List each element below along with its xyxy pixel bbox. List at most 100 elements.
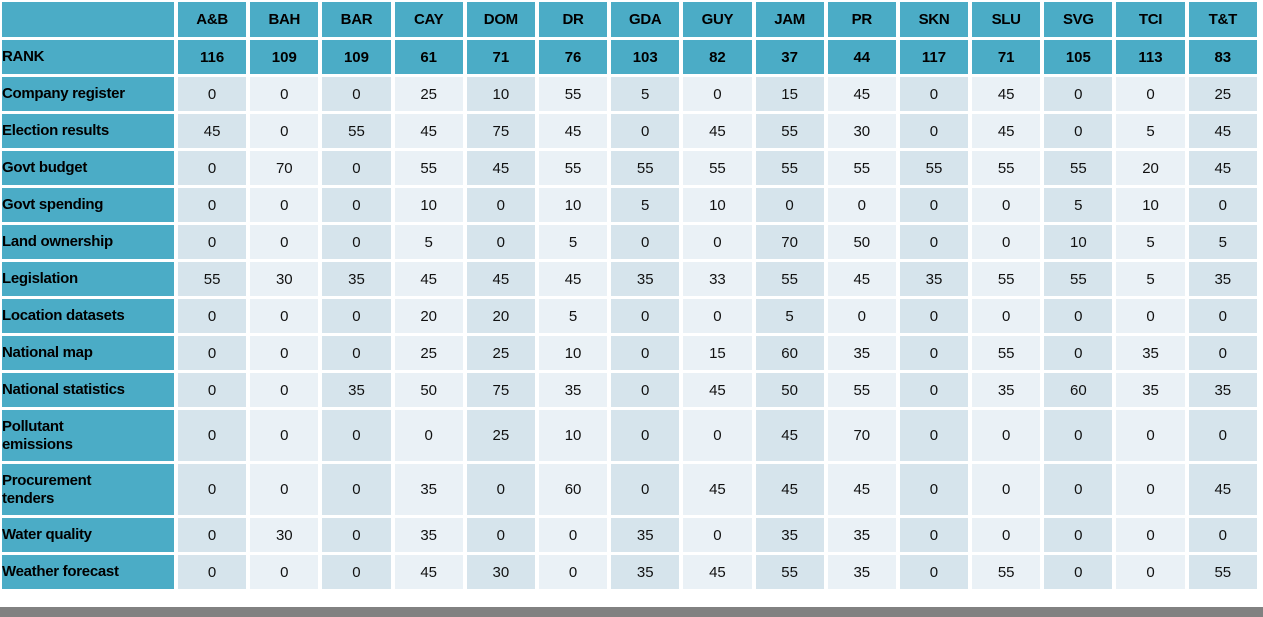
value-cell: 0 [1188,410,1257,461]
rank-value-cell: 113 [1116,40,1185,74]
value-cell: 25 [1188,77,1257,111]
value-cell: 0 [1044,555,1113,589]
value-cell: 0 [250,299,319,333]
column-header: SVG [1044,2,1113,37]
value-cell: 35 [322,373,391,407]
rank-row-label: RANK [2,40,174,74]
value-cell: 75 [466,373,535,407]
row-label-text: Water quality [2,526,92,543]
value-cell: 45 [538,262,608,296]
table-row: Land ownership 0 0 0 5 0 5 0 0 70 50 0 0 10 5 5 [2,225,1257,259]
column-header: CAY [394,2,463,37]
value-cell: 0 [899,336,969,370]
value-cell: 0 [972,410,1041,461]
column-header: A&B [178,2,247,37]
value-cell: 45 [683,464,752,515]
column-header: BAR [322,2,391,37]
value-cell: 30 [466,555,535,589]
column-header: DOM [466,2,535,37]
value-cell: 55 [538,151,608,185]
value-cell: 70 [250,151,319,185]
value-cell: 35 [611,262,680,296]
value-cell: 60 [755,336,824,370]
value-cell: 0 [1188,188,1257,222]
row-label: Location datasets [2,299,174,333]
value-cell: 0 [899,188,969,222]
row-label: Govt spending [2,188,174,222]
value-cell: 0 [1044,114,1113,148]
table-row: Weather forecast 0 0 0 45 30 0 35 45 55 35 0 55 0 0 55 [2,555,1257,589]
value-cell: 0 [827,188,896,222]
value-cell: 0 [611,299,680,333]
value-cell: 0 [250,114,319,148]
value-cell: 5 [1044,188,1113,222]
rank-value-cell: 37 [755,40,824,74]
value-cell: 5 [1116,225,1185,259]
value-cell: 0 [466,188,535,222]
value-cell: 55 [899,151,969,185]
value-cell: 5 [611,188,680,222]
table-row: Legislation 55 30 35 45 45 45 35 33 55 45 35 55 55 5 35 [2,262,1257,296]
table-head: A&B BAH BAR CAY DOM DR GDA GUY JAM PR SKN SLU SVG TCI… [2,2,1257,37]
row-label-text: Govt spending [2,196,104,213]
value-cell: 30 [250,262,319,296]
value-cell: 25 [466,336,535,370]
table-row: Procurement tenders 0 0 0 35 0 60 0 45 45 45 0 0 0 0 45 [2,464,1257,515]
column-header: BAH [250,2,319,37]
value-cell: 10 [538,410,608,461]
value-cell: 0 [322,464,391,515]
column-header: T&T [1188,2,1257,37]
column-header: GDA [611,2,680,37]
value-cell: 45 [1188,114,1257,148]
value-cell: 55 [611,151,680,185]
value-cell: 35 [394,518,463,552]
value-cell: 0 [250,410,319,461]
value-cell: 10 [538,188,608,222]
value-cell: 0 [611,464,680,515]
row-label-text: Land ownership [2,233,113,250]
value-cell: 35 [394,464,463,515]
value-cell: 0 [178,373,247,407]
table-row: National statistics 0 0 35 50 75 35 0 45 50 55 0 35 6… [2,373,1257,407]
value-cell: 35 [1188,262,1257,296]
value-cell: 0 [178,188,247,222]
value-cell: 0 [250,464,319,515]
value-cell: 0 [1044,77,1113,111]
value-cell: 35 [611,518,680,552]
value-cell: 45 [1188,464,1257,515]
value-cell: 55 [972,151,1041,185]
value-cell: 0 [899,555,969,589]
value-cell: 55 [827,151,896,185]
value-cell: 0 [899,114,969,148]
value-cell: 5 [611,77,680,111]
value-cell: 25 [394,336,463,370]
row-label: Company register [2,77,174,111]
row-label-text: Company register [2,85,125,102]
value-cell: 5 [394,225,463,259]
table-row: Pollutant emissions 0 0 0 0 25 10 0 0 45 70 0 0 0 0 0 [2,410,1257,461]
rank-value-cell: 117 [899,40,969,74]
value-cell: 0 [972,188,1041,222]
value-cell: 0 [178,336,247,370]
value-cell: 0 [1116,299,1185,333]
row-label: Weather forecast [2,555,174,589]
value-cell: 35 [827,555,896,589]
value-cell: 55 [755,262,824,296]
value-cell: 33 [683,262,752,296]
value-cell: 35 [899,262,969,296]
value-cell: 75 [466,114,535,148]
value-cell: 0 [899,225,969,259]
value-cell: 45 [178,114,247,148]
value-cell: 45 [538,114,608,148]
value-cell: 0 [611,410,680,461]
value-cell: 5 [1188,225,1257,259]
value-cell: 50 [827,225,896,259]
column-header: PR [827,2,896,37]
value-cell: 35 [538,373,608,407]
value-cell: 35 [611,555,680,589]
value-cell: 0 [178,410,247,461]
value-cell: 35 [827,518,896,552]
value-cell: 5 [538,299,608,333]
rank-value-cell: 71 [466,40,535,74]
value-cell: 45 [972,77,1041,111]
